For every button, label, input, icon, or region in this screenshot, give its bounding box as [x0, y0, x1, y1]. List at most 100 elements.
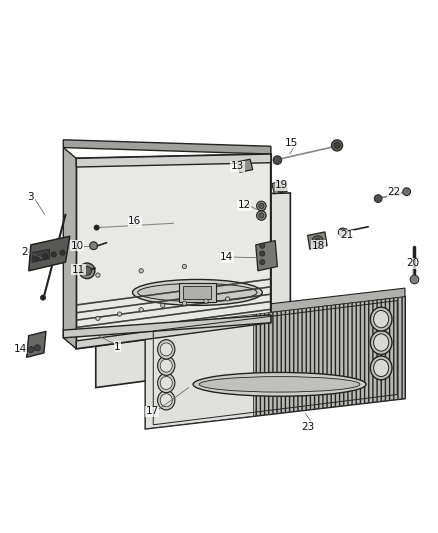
Circle shape	[96, 316, 100, 320]
Text: 19: 19	[275, 180, 288, 190]
Text: 13: 13	[231, 161, 244, 171]
Polygon shape	[27, 332, 46, 357]
Polygon shape	[256, 240, 277, 271]
Circle shape	[260, 251, 265, 256]
Text: 16: 16	[128, 216, 141, 226]
Polygon shape	[184, 286, 212, 298]
Circle shape	[28, 346, 34, 352]
Text: 20: 20	[406, 258, 419, 268]
Circle shape	[334, 142, 340, 149]
Polygon shape	[64, 140, 271, 154]
Polygon shape	[32, 249, 49, 262]
Ellipse shape	[160, 359, 172, 372]
Polygon shape	[64, 315, 271, 338]
Polygon shape	[307, 232, 327, 249]
Circle shape	[257, 201, 266, 211]
Ellipse shape	[199, 377, 360, 392]
Circle shape	[259, 213, 264, 218]
Circle shape	[34, 345, 40, 351]
Text: 2: 2	[21, 247, 28, 257]
Polygon shape	[76, 315, 271, 349]
Circle shape	[257, 211, 266, 220]
Circle shape	[34, 255, 39, 261]
Text: 3: 3	[28, 192, 34, 203]
Polygon shape	[76, 301, 271, 328]
Text: 17: 17	[145, 406, 159, 416]
Circle shape	[94, 225, 99, 230]
Text: 15: 15	[285, 138, 298, 148]
Ellipse shape	[160, 394, 172, 407]
Ellipse shape	[158, 373, 175, 393]
Ellipse shape	[133, 279, 262, 305]
Ellipse shape	[371, 356, 392, 380]
Ellipse shape	[374, 359, 389, 376]
Text: 23: 23	[301, 422, 314, 432]
Circle shape	[277, 185, 284, 192]
Text: 21: 21	[340, 230, 353, 240]
Circle shape	[60, 250, 65, 255]
Polygon shape	[145, 297, 405, 429]
Polygon shape	[76, 309, 271, 336]
Polygon shape	[76, 279, 271, 305]
Circle shape	[117, 312, 122, 316]
Ellipse shape	[371, 330, 392, 354]
Ellipse shape	[371, 307, 392, 331]
Polygon shape	[145, 288, 405, 327]
Circle shape	[96, 273, 100, 277]
Polygon shape	[254, 297, 405, 416]
Text: 14: 14	[220, 252, 233, 262]
Polygon shape	[76, 294, 271, 320]
Ellipse shape	[160, 376, 172, 390]
Ellipse shape	[158, 391, 175, 410]
Circle shape	[273, 156, 282, 165]
Circle shape	[83, 266, 92, 275]
Polygon shape	[96, 193, 290, 387]
Circle shape	[182, 264, 187, 269]
Polygon shape	[338, 229, 347, 236]
Ellipse shape	[374, 311, 389, 328]
Circle shape	[410, 275, 419, 284]
Polygon shape	[237, 159, 253, 172]
Polygon shape	[272, 181, 287, 194]
Text: 10: 10	[71, 241, 84, 251]
Circle shape	[374, 195, 382, 203]
Ellipse shape	[193, 373, 366, 396]
Polygon shape	[76, 154, 271, 167]
Circle shape	[403, 188, 410, 196]
Circle shape	[161, 303, 165, 308]
Ellipse shape	[158, 356, 175, 375]
Circle shape	[90, 242, 98, 249]
Circle shape	[314, 238, 321, 245]
Ellipse shape	[374, 334, 389, 351]
Circle shape	[40, 295, 46, 300]
Polygon shape	[145, 314, 254, 429]
Ellipse shape	[160, 343, 172, 356]
Polygon shape	[179, 282, 216, 302]
Text: 11: 11	[72, 265, 85, 275]
Ellipse shape	[158, 340, 175, 359]
Polygon shape	[76, 154, 271, 349]
Circle shape	[204, 299, 208, 303]
Text: 14: 14	[14, 344, 27, 354]
Circle shape	[260, 260, 265, 265]
Ellipse shape	[138, 284, 257, 302]
Circle shape	[332, 140, 343, 151]
Circle shape	[312, 236, 323, 247]
Text: 22: 22	[388, 187, 401, 197]
Circle shape	[226, 297, 230, 301]
Circle shape	[42, 254, 48, 259]
Polygon shape	[29, 236, 70, 271]
Circle shape	[139, 308, 143, 312]
Circle shape	[51, 252, 57, 257]
Circle shape	[338, 228, 347, 237]
Circle shape	[260, 243, 265, 248]
Text: 12: 12	[237, 200, 251, 210]
Circle shape	[139, 269, 143, 273]
Text: 18: 18	[312, 241, 325, 251]
Polygon shape	[76, 286, 271, 313]
Circle shape	[259, 204, 264, 208]
Text: 1: 1	[114, 342, 121, 351]
Polygon shape	[64, 148, 76, 349]
Circle shape	[79, 263, 95, 279]
Circle shape	[182, 301, 187, 305]
